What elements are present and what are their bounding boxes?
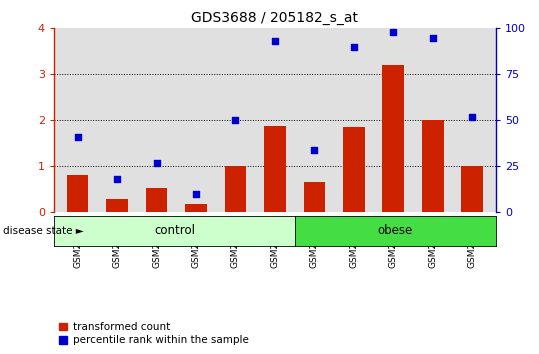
Bar [225,166,246,212]
Bar [383,65,404,212]
Bar [343,127,365,212]
Point [429,35,437,40]
Text: control: control [154,224,195,238]
Text: obese: obese [378,224,413,238]
Bar [303,183,325,212]
Point [192,191,201,197]
Point [349,44,358,50]
Point [271,38,279,44]
Bar [422,120,444,212]
Title: GDS3688 / 205182_s_at: GDS3688 / 205182_s_at [191,11,358,24]
Bar [106,199,128,212]
Point [73,134,82,140]
Bar [461,166,483,212]
Point [231,118,240,123]
Bar [264,126,286,212]
Bar [146,188,167,212]
Bar [67,175,88,212]
Bar [185,204,207,212]
Point [310,147,319,153]
Point [389,29,398,35]
Point [468,114,476,120]
Point [113,176,121,182]
Text: disease state ►: disease state ► [3,226,84,236]
Point [152,160,161,166]
Legend: transformed count, percentile rank within the sample: transformed count, percentile rank withi… [59,322,248,345]
